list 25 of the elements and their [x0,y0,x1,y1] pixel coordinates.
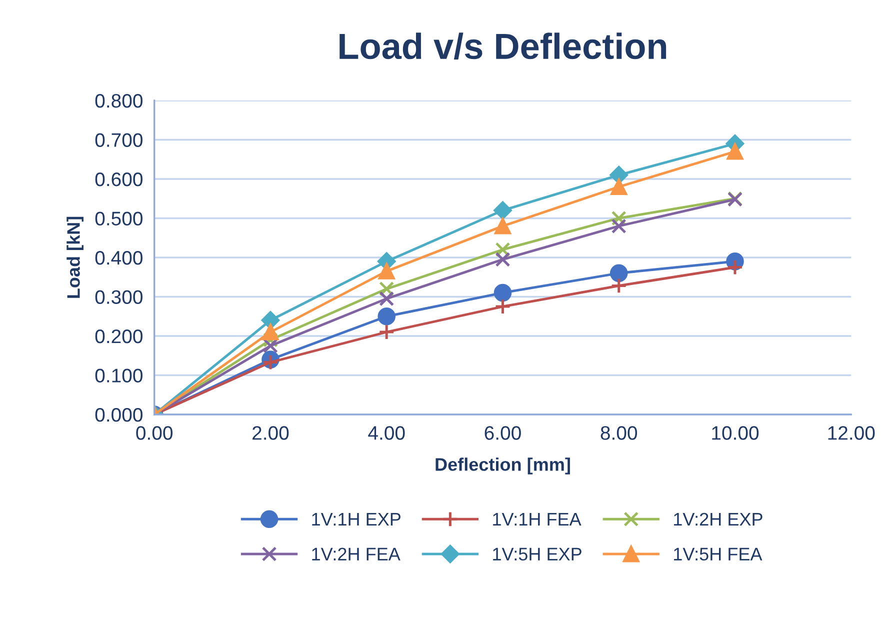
x-tick-label: 12.00 [828,426,875,440]
legend-label: 1V:2H EXP [674,512,762,526]
y-tick-label: 0.300 [95,290,142,304]
y-tick-label: 0.500 [95,212,142,226]
y-tick-label: 0.200 [95,329,142,344]
y-tick-label: 0.100 [95,368,142,382]
x-tick-label: 2.00 [252,426,289,440]
x-axis-title: Deflection [mm] [436,458,570,474]
legend-label: 1V:2H FEA [312,548,400,560]
legend-label: 1V:5H FEA [674,548,762,561]
legend-label: 1V:5H EXP [493,548,582,561]
y-tick-label: 0.400 [95,250,142,265]
chart-title: Load v/s Deflection [340,32,666,60]
y-tick-label: 0.600 [95,172,142,186]
y-tick-label: 0.000 [95,408,142,422]
y-tick-label: 0.700 [95,133,142,147]
x-tick-label: 0.00 [136,426,173,440]
x-tick-label: 6.00 [484,426,521,440]
x-tick-label: 8.00 [600,426,638,440]
y-tick-label: 0.800 [95,94,142,108]
legend-label: 1V:1H FEA [493,513,582,526]
legend-label: 1V:1H EXP [312,513,400,526]
y-axis-title: Load [kN] [66,216,84,298]
x-tick-label: 4.00 [368,426,405,440]
x-tick-label: 10.00 [712,426,759,440]
